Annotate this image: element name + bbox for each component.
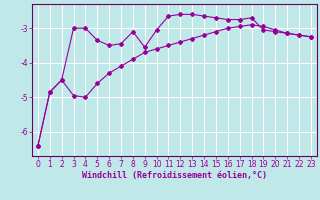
X-axis label: Windchill (Refroidissement éolien,°C): Windchill (Refroidissement éolien,°C) <box>82 171 267 180</box>
